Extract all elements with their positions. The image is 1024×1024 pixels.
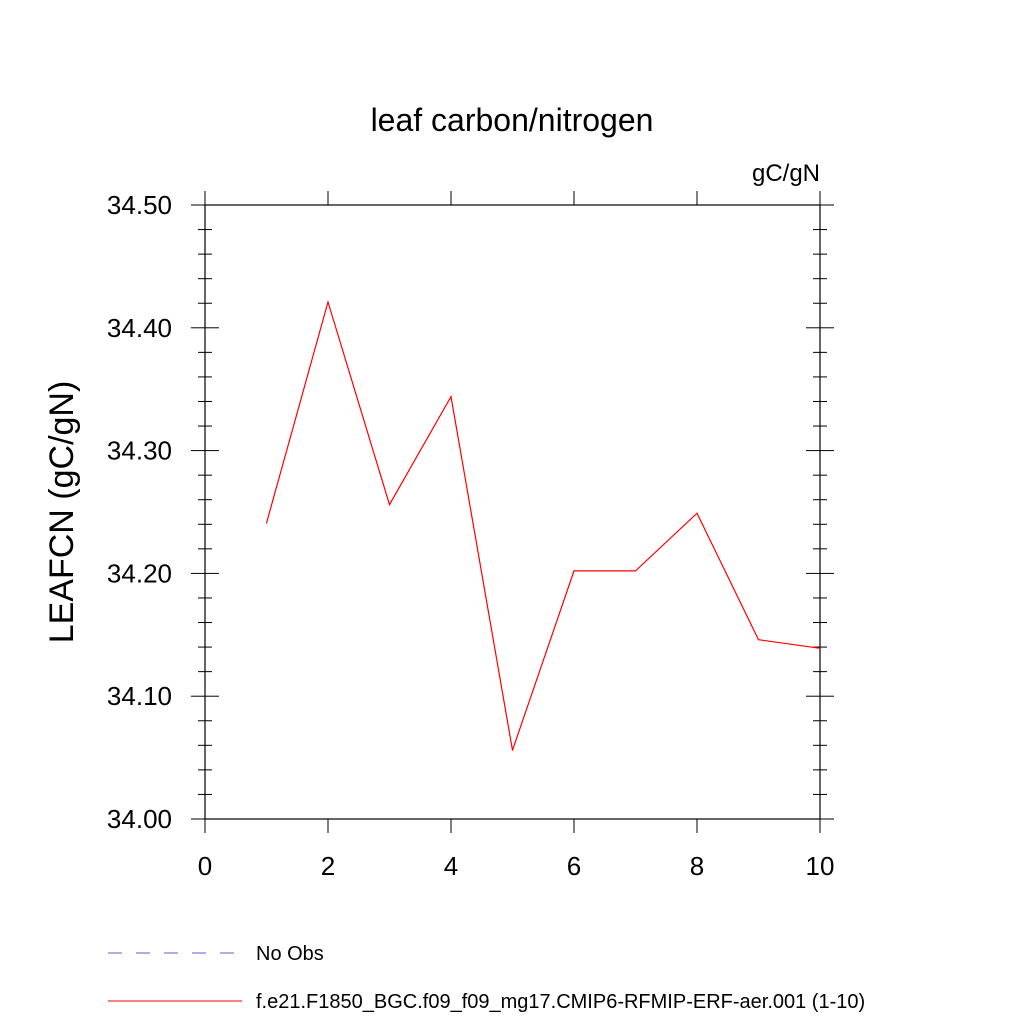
chart-title: leaf carbon/nitrogen — [371, 102, 654, 138]
x-tick-label: 2 — [321, 851, 335, 881]
x-tick-label: 4 — [444, 851, 458, 881]
x-tick-label: 8 — [690, 851, 704, 881]
y-tick-label: 34.30 — [107, 436, 172, 466]
axis-tick-labels: 0 2 4 6 8 10 34.00 34.10 34.20 34.30 34.40 34.50 — [107, 190, 835, 881]
y-tick-label: 34.40 — [107, 313, 172, 343]
data-point — [388, 504, 391, 506]
y-axis-label: LEAFCN (gC/gN) — [43, 381, 81, 644]
y-tick-label: 34.20 — [107, 558, 172, 588]
data-point — [696, 512, 698, 514]
data-point — [511, 749, 514, 751]
data-point — [634, 570, 637, 572]
axis-ticks — [191, 191, 834, 833]
x-tick-label: 0 — [198, 851, 212, 881]
legend: No Obs f.e21.F1850_BGC.f09_f09_mg17.CMIP6… — [108, 943, 865, 1013]
data-point — [327, 301, 329, 303]
plot-frame — [204, 204, 821, 820]
y-tick-label: 34.00 — [107, 804, 172, 834]
data-point — [757, 639, 760, 641]
data-point — [450, 395, 452, 398]
data-point — [573, 570, 575, 572]
x-tick-label: 10 — [806, 851, 835, 881]
series-line — [265, 299, 821, 751]
series-layer — [265, 299, 821, 751]
data-point — [265, 522, 268, 524]
data-point — [819, 647, 821, 649]
legend-label: No Obs — [256, 943, 324, 965]
units-label: gC/gN — [752, 160, 820, 187]
y-tick-label: 34.10 — [107, 681, 172, 711]
x-tick-label: 6 — [567, 851, 581, 881]
y-tick-label: 34.50 — [107, 190, 172, 220]
legend-label: f.e21.F1850_BGC.f09_f09_mg17.CMIP6-RFMIP… — [256, 991, 865, 1013]
